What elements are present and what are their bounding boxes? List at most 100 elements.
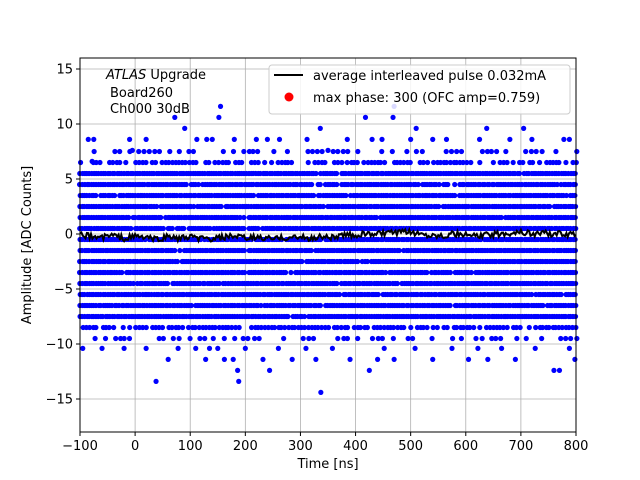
scatter-point [533, 148, 539, 155]
scatter-point [242, 345, 248, 351]
annotation-experiment-suffix: Upgrade [146, 68, 206, 83]
scatter-point [250, 148, 256, 155]
annotation-experiment: ATLAS [105, 68, 146, 83]
scatter-point [335, 335, 341, 342]
scatter-point [319, 148, 325, 155]
scatter-point [102, 335, 109, 342]
scatter-point [361, 159, 367, 166]
scatter-point [172, 247, 178, 254]
scatter-point [77, 159, 84, 166]
scatter-point [325, 147, 331, 153]
scatter-point [127, 324, 133, 331]
scatter-point [412, 345, 418, 351]
scatter-point [413, 125, 419, 131]
scatter-point [479, 335, 485, 342]
y-tick-label: −15 [46, 393, 73, 408]
scatter-point [315, 324, 321, 331]
scatter-point [447, 269, 453, 276]
scatter-point [572, 269, 579, 276]
scatter-point [513, 324, 520, 331]
scatter-point [241, 225, 247, 232]
scatter-point [449, 335, 456, 342]
scatter-point [225, 159, 231, 166]
scatter-point [174, 258, 181, 265]
scatter-point [454, 148, 460, 155]
scatter-point [498, 214, 504, 221]
scatter-point [333, 170, 340, 177]
scatter-point [231, 136, 237, 142]
scatter-point [186, 148, 192, 155]
scatter-point [233, 324, 239, 331]
scatter-point [499, 345, 505, 351]
scatter-point [558, 291, 564, 298]
scatter-point [123, 159, 129, 166]
scatter-point [523, 148, 529, 155]
scatter-point [523, 335, 529, 342]
scatter-point [141, 148, 147, 155]
scatter-point [140, 324, 146, 331]
scatter-point [215, 345, 221, 351]
scatter-point [355, 148, 361, 155]
x-tick-label: 400 [343, 439, 368, 454]
scatter-point [396, 247, 402, 254]
scatter-point [119, 269, 125, 276]
y-tick-label: 15 [56, 63, 73, 78]
scatter-point [471, 324, 477, 331]
scatter-point [390, 324, 397, 331]
scatter-point [241, 214, 247, 221]
scatter-point [165, 356, 171, 362]
scatter-point [271, 148, 277, 155]
y-tick-label: 5 [65, 173, 73, 188]
scatter-point [190, 148, 197, 155]
scatter-point [143, 324, 149, 331]
scatter-point [553, 148, 559, 155]
scatter-point [121, 345, 127, 351]
scatter-point [209, 136, 215, 142]
scatter-point [430, 136, 436, 142]
scatter-point [574, 148, 580, 155]
scatter-point [391, 356, 397, 362]
scatter-point [520, 159, 526, 166]
scatter-point [546, 324, 552, 331]
scatter-point [375, 335, 381, 342]
scatter-point [159, 159, 165, 166]
scatter-point [204, 136, 210, 142]
scatter-point [91, 136, 97, 142]
scatter-point [572, 247, 578, 254]
scatter-point [572, 214, 578, 221]
scatter-point [394, 280, 400, 287]
scatter-point [514, 335, 520, 342]
scatter-point [488, 148, 494, 155]
scatter-point [192, 324, 198, 331]
scatter-point [362, 114, 369, 120]
scatter-point [572, 291, 578, 298]
scatter-point [318, 389, 324, 395]
scatter-point [175, 345, 181, 351]
scatter-point [477, 159, 483, 166]
scatter-point [507, 136, 513, 142]
scatter-point [260, 356, 266, 362]
scatter-point [484, 148, 491, 155]
scatter-point [510, 159, 516, 166]
scatter-point [429, 335, 435, 342]
scatter-point [275, 345, 281, 351]
scatter-point [443, 159, 450, 166]
scatter-point [154, 203, 160, 210]
scatter-point [317, 302, 323, 309]
scatter-point [152, 159, 159, 166]
scatter-point [364, 258, 371, 265]
scatter-point [415, 181, 421, 188]
scatter-point [230, 148, 237, 155]
scatter-point [532, 345, 538, 351]
scatter-point [315, 159, 321, 166]
scatter-point [308, 247, 314, 254]
scatter-point [136, 148, 142, 155]
scatter-point [158, 214, 164, 221]
scatter-point [183, 181, 189, 188]
scatter-point [447, 159, 454, 166]
scatter-point [288, 269, 294, 276]
scatter-point [322, 159, 328, 166]
scatter-point [121, 335, 127, 342]
scatter-point [460, 159, 466, 166]
